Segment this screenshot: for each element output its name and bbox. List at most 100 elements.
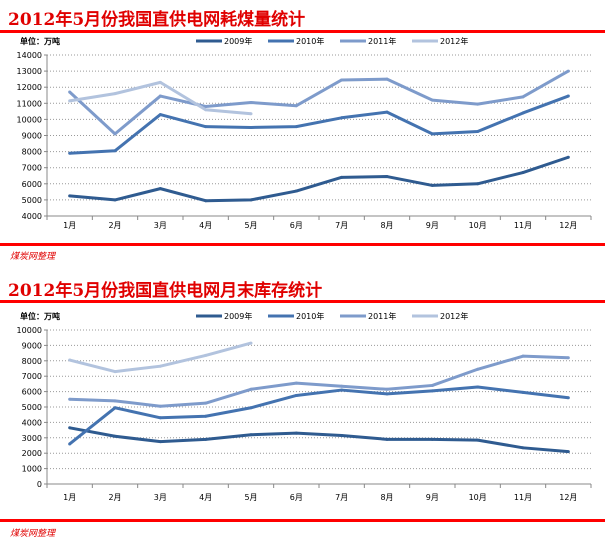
data-point-2012年-1月 xyxy=(68,358,72,362)
data-point-2010年-12月 xyxy=(566,396,570,400)
y-tick-label: 12000 xyxy=(17,83,42,92)
data-point-2010年-10月 xyxy=(476,129,480,133)
data-point-2010年-11月 xyxy=(521,390,525,394)
x-tick-label: 2月 xyxy=(108,493,121,502)
data-point-2009年-6月 xyxy=(294,189,298,193)
data-point-2010年-5月 xyxy=(249,406,253,410)
data-point-2011年-12月 xyxy=(566,356,570,360)
y-tick-label: 13000 xyxy=(17,67,42,76)
data-point-2011年-10月 xyxy=(476,102,480,106)
data-point-2011年-5月 xyxy=(249,387,253,391)
data-point-2009年-3月 xyxy=(158,440,162,444)
chart-2-footer: 煤炭网整理 xyxy=(10,529,56,539)
data-point-2009年-2月 xyxy=(113,434,117,438)
y-tick-label: 5000 xyxy=(22,196,42,205)
legend-label-2012年: 2012年 xyxy=(440,36,468,46)
data-point-2010年-7月 xyxy=(340,388,344,392)
data-point-2009年-11月 xyxy=(521,446,525,450)
data-point-2012年-5月 xyxy=(249,112,253,116)
y-tick-label: 6000 xyxy=(22,388,42,397)
x-tick-label: 9月 xyxy=(426,221,439,230)
data-point-2011年-3月 xyxy=(158,404,162,408)
divider xyxy=(0,30,605,33)
data-point-2009年-10月 xyxy=(476,182,480,186)
x-tick-label: 7月 xyxy=(335,221,348,230)
data-point-2011年-2月 xyxy=(113,132,117,136)
data-point-2009年-1月 xyxy=(68,194,72,198)
x-tick-label: 8月 xyxy=(380,493,393,502)
legend-label-2009年: 2009年 xyxy=(224,311,252,321)
series-line-2009年 xyxy=(69,155,569,203)
data-point-2010年-8月 xyxy=(385,110,389,114)
x-tick-label: 6月 xyxy=(290,221,303,230)
data-point-2011年-4月 xyxy=(204,105,208,109)
x-tick-label: 6月 xyxy=(290,493,303,502)
data-point-2011年-6月 xyxy=(294,104,298,108)
data-point-2011年-5月 xyxy=(249,100,253,104)
x-tick-label: 8月 xyxy=(380,221,393,230)
data-point-2011年-11月 xyxy=(521,354,525,358)
series-line-2011年 xyxy=(68,69,570,136)
divider xyxy=(0,300,605,303)
data-point-2009年-4月 xyxy=(204,437,208,441)
data-point-2012年-5月 xyxy=(249,341,253,345)
chart-1-title: 2012年5月份我国直供电网耗煤量统计 xyxy=(8,10,306,30)
data-point-2010年-5月 xyxy=(249,125,253,129)
data-point-2011年-9月 xyxy=(430,383,434,387)
data-point-2009年-9月 xyxy=(430,183,434,187)
divider xyxy=(0,519,605,522)
x-tick-label: 7月 xyxy=(335,493,348,502)
data-point-2011年-1月 xyxy=(68,90,72,94)
data-point-2009年-9月 xyxy=(430,437,434,441)
data-point-2009年-8月 xyxy=(385,175,389,179)
data-point-2009年-5月 xyxy=(249,433,253,437)
x-tick-label: 1月 xyxy=(63,493,76,502)
data-point-2010年-6月 xyxy=(294,393,298,397)
data-point-2012年-4月 xyxy=(204,353,208,357)
data-point-2009年-2月 xyxy=(113,198,117,202)
data-point-2011年-7月 xyxy=(340,78,344,82)
unit-label: 单位：万吨 xyxy=(20,36,60,46)
y-tick-label: 7000 xyxy=(22,164,42,173)
y-tick-label: 5000 xyxy=(22,403,42,412)
y-tick-label: 3000 xyxy=(22,434,42,443)
y-tick-label: 9000 xyxy=(22,341,42,350)
x-tick-label: 11月 xyxy=(514,221,532,230)
x-tick-label: 1月 xyxy=(63,221,76,230)
data-point-2009年-6月 xyxy=(294,431,298,435)
x-tick-label: 5月 xyxy=(244,221,257,230)
data-point-2009年-10月 xyxy=(476,438,480,442)
y-tick-label: 0 xyxy=(37,480,42,489)
data-point-2010年-3月 xyxy=(158,113,162,117)
y-tick-label: 1000 xyxy=(22,465,42,474)
y-tick-label: 8000 xyxy=(22,148,42,157)
data-point-2009年-5月 xyxy=(249,198,253,202)
y-tick-label: 4000 xyxy=(22,418,42,427)
data-point-2010年-7月 xyxy=(340,116,344,120)
y-tick-label: 8000 xyxy=(22,357,42,366)
data-point-2012年-3月 xyxy=(158,80,162,84)
legend-label-2011年: 2011年 xyxy=(368,311,396,321)
x-tick-label: 9月 xyxy=(426,493,439,502)
data-point-2009年-3月 xyxy=(158,187,162,191)
y-tick-label: 9000 xyxy=(22,132,42,141)
x-tick-label: 10月 xyxy=(469,221,487,230)
y-tick-label: 2000 xyxy=(22,449,42,458)
x-tick-label: 12月 xyxy=(559,221,577,230)
series-line-2012年 xyxy=(69,80,252,116)
data-point-2010年-9月 xyxy=(430,132,434,136)
x-tick-label: 4月 xyxy=(199,221,212,230)
y-tick-label: 10000 xyxy=(17,326,42,335)
data-point-2011年-4月 xyxy=(204,401,208,405)
data-point-2010年-2月 xyxy=(113,406,117,410)
unit-label: 单位：万吨 xyxy=(20,311,60,321)
series-line-2009年 xyxy=(69,426,569,454)
chart-2-title: 2012年5月份我国直供电网月末库存统计 xyxy=(8,281,323,301)
data-point-2010年-2月 xyxy=(113,149,117,153)
y-tick-label: 11000 xyxy=(17,99,42,108)
data-point-2012年-2月 xyxy=(113,370,117,374)
series-line-2011年 xyxy=(69,354,569,408)
data-point-2011年-12月 xyxy=(566,69,570,73)
x-tick-label: 12月 xyxy=(559,493,577,502)
data-point-2012年-1月 xyxy=(68,99,72,103)
